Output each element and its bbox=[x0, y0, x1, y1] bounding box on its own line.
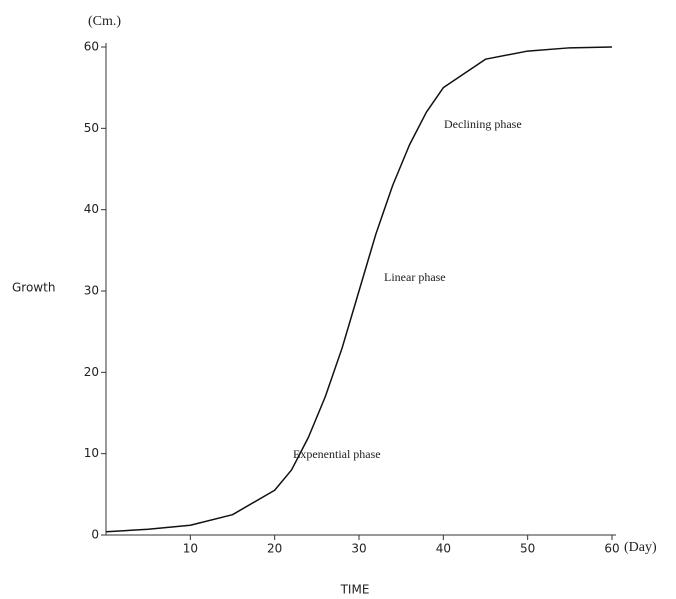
y-tick-label: 40 bbox=[84, 202, 99, 216]
y-unit: (Cm.) bbox=[88, 14, 121, 29]
phase-annotation: Linear phase bbox=[384, 270, 446, 284]
phase-annotation: Declining phase bbox=[444, 117, 522, 131]
y-tick-label: 0 bbox=[91, 528, 99, 542]
x-tick-label: 60 bbox=[604, 542, 619, 556]
chart: (Cm.) (Day) Growth TIME 0 10 20 30 40 50 60 10 2… bbox=[0, 0, 676, 599]
y-tick-label: 20 bbox=[84, 365, 99, 379]
y-tick-label: 60 bbox=[84, 40, 99, 54]
y-tick-label: 50 bbox=[84, 121, 99, 135]
y-axis-label: Growth bbox=[12, 281, 55, 295]
x-tick-label: 10 bbox=[183, 542, 198, 556]
x-axis-label: TIME bbox=[340, 583, 370, 597]
x-unit: (Day) bbox=[624, 540, 657, 555]
x-tick-label: 20 bbox=[267, 542, 282, 556]
x-tick-label: 40 bbox=[436, 542, 451, 556]
phase-annotation: Expenential phase bbox=[293, 447, 381, 461]
x-tick-label: 30 bbox=[351, 542, 366, 556]
x-tick-label: 50 bbox=[520, 542, 535, 556]
y-tick-label: 30 bbox=[84, 284, 99, 298]
y-tick-label: 10 bbox=[84, 446, 99, 460]
